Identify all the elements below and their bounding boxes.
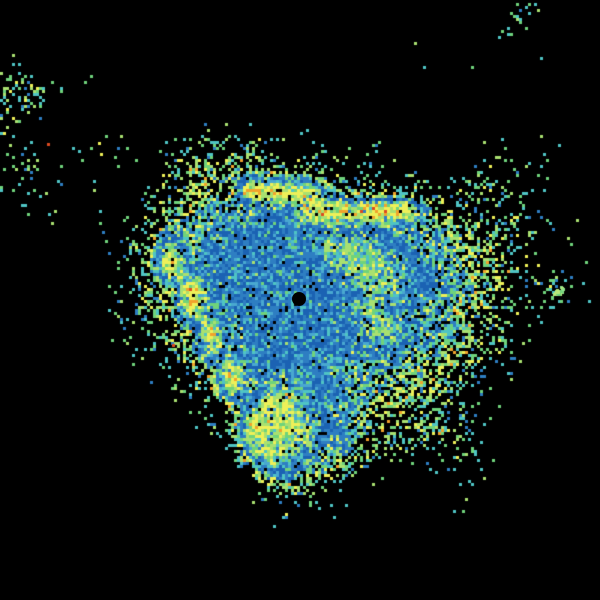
radar-site-dot: [292, 292, 306, 306]
